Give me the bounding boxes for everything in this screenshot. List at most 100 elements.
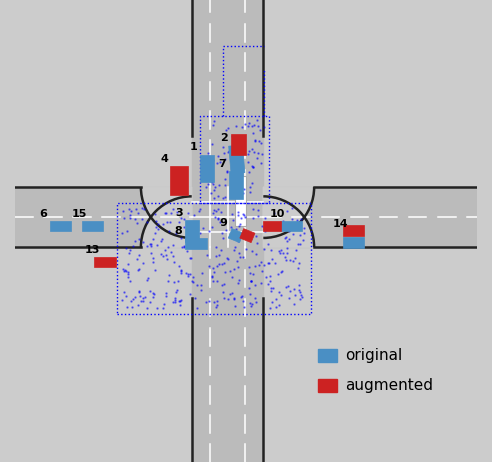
Point bbox=[239, 298, 247, 305]
Point bbox=[219, 143, 227, 150]
Point bbox=[185, 237, 193, 244]
Point bbox=[254, 123, 262, 130]
Point bbox=[163, 256, 171, 263]
Point bbox=[211, 214, 219, 221]
Point bbox=[123, 304, 131, 311]
Point bbox=[208, 177, 215, 185]
Point bbox=[255, 261, 263, 269]
Point bbox=[235, 162, 243, 169]
Point bbox=[283, 207, 291, 215]
Point bbox=[223, 168, 231, 175]
Point bbox=[253, 154, 261, 162]
Point bbox=[290, 300, 298, 308]
Point bbox=[180, 243, 188, 250]
Polygon shape bbox=[82, 221, 103, 231]
Point bbox=[133, 255, 141, 262]
Point bbox=[169, 298, 177, 305]
Point bbox=[237, 221, 245, 228]
Point bbox=[238, 123, 246, 130]
Point bbox=[255, 137, 263, 145]
Point bbox=[267, 287, 275, 294]
Point bbox=[203, 252, 211, 259]
Point bbox=[196, 238, 204, 245]
Point bbox=[210, 206, 218, 213]
Point bbox=[185, 271, 193, 278]
Point bbox=[186, 290, 194, 298]
Point bbox=[230, 296, 238, 303]
Point bbox=[217, 281, 225, 289]
Point bbox=[174, 208, 182, 216]
Point bbox=[123, 227, 131, 234]
Polygon shape bbox=[342, 225, 364, 236]
Point bbox=[196, 205, 204, 213]
Point bbox=[210, 268, 218, 276]
Point bbox=[257, 258, 265, 266]
Text: 7: 7 bbox=[219, 158, 226, 169]
Polygon shape bbox=[94, 257, 116, 267]
Point bbox=[232, 122, 240, 130]
Point bbox=[156, 250, 164, 258]
Point bbox=[170, 259, 178, 266]
Point bbox=[217, 208, 225, 215]
Text: 1: 1 bbox=[189, 142, 197, 152]
Point bbox=[229, 155, 237, 163]
Point bbox=[138, 215, 146, 223]
Wedge shape bbox=[141, 187, 192, 238]
Text: 14: 14 bbox=[333, 219, 348, 229]
Point bbox=[283, 237, 291, 245]
Point bbox=[158, 235, 166, 243]
Point bbox=[225, 147, 233, 154]
Point bbox=[233, 257, 241, 264]
Point bbox=[154, 305, 161, 312]
Point bbox=[154, 220, 162, 227]
Point bbox=[260, 261, 268, 268]
Point bbox=[296, 288, 304, 296]
Point bbox=[119, 297, 126, 304]
Point bbox=[227, 223, 235, 231]
Point bbox=[141, 294, 149, 301]
Point bbox=[246, 269, 254, 276]
Point bbox=[231, 302, 239, 309]
Point bbox=[139, 294, 147, 301]
Point bbox=[289, 230, 297, 237]
Point bbox=[210, 194, 217, 201]
Point bbox=[169, 242, 177, 249]
Point bbox=[226, 267, 234, 275]
Point bbox=[165, 228, 173, 235]
Point bbox=[235, 249, 243, 256]
Point bbox=[215, 260, 223, 267]
Point bbox=[208, 273, 216, 280]
Point bbox=[140, 205, 148, 213]
Point bbox=[231, 244, 239, 251]
Point bbox=[264, 280, 272, 287]
Point bbox=[164, 243, 172, 250]
Point bbox=[269, 298, 277, 306]
Point bbox=[254, 149, 262, 157]
Point bbox=[247, 277, 255, 285]
Point bbox=[256, 127, 264, 134]
Point bbox=[295, 260, 303, 267]
Point bbox=[189, 274, 197, 281]
Polygon shape bbox=[263, 221, 281, 231]
Point bbox=[294, 264, 302, 272]
Point bbox=[267, 304, 275, 312]
Point bbox=[231, 164, 239, 171]
Point bbox=[214, 206, 222, 213]
Point bbox=[282, 283, 290, 291]
Point bbox=[228, 274, 236, 281]
Point bbox=[244, 230, 251, 237]
Point bbox=[209, 168, 216, 175]
Point bbox=[120, 288, 128, 296]
Point bbox=[205, 150, 213, 157]
Point bbox=[230, 265, 238, 273]
Point bbox=[133, 219, 141, 227]
Point bbox=[185, 243, 193, 250]
Point bbox=[176, 263, 184, 270]
Point bbox=[283, 222, 291, 229]
Point bbox=[221, 156, 229, 163]
Point bbox=[185, 243, 193, 251]
Point bbox=[161, 246, 169, 253]
Point bbox=[216, 218, 224, 225]
Point bbox=[203, 183, 211, 191]
Point bbox=[218, 195, 226, 202]
